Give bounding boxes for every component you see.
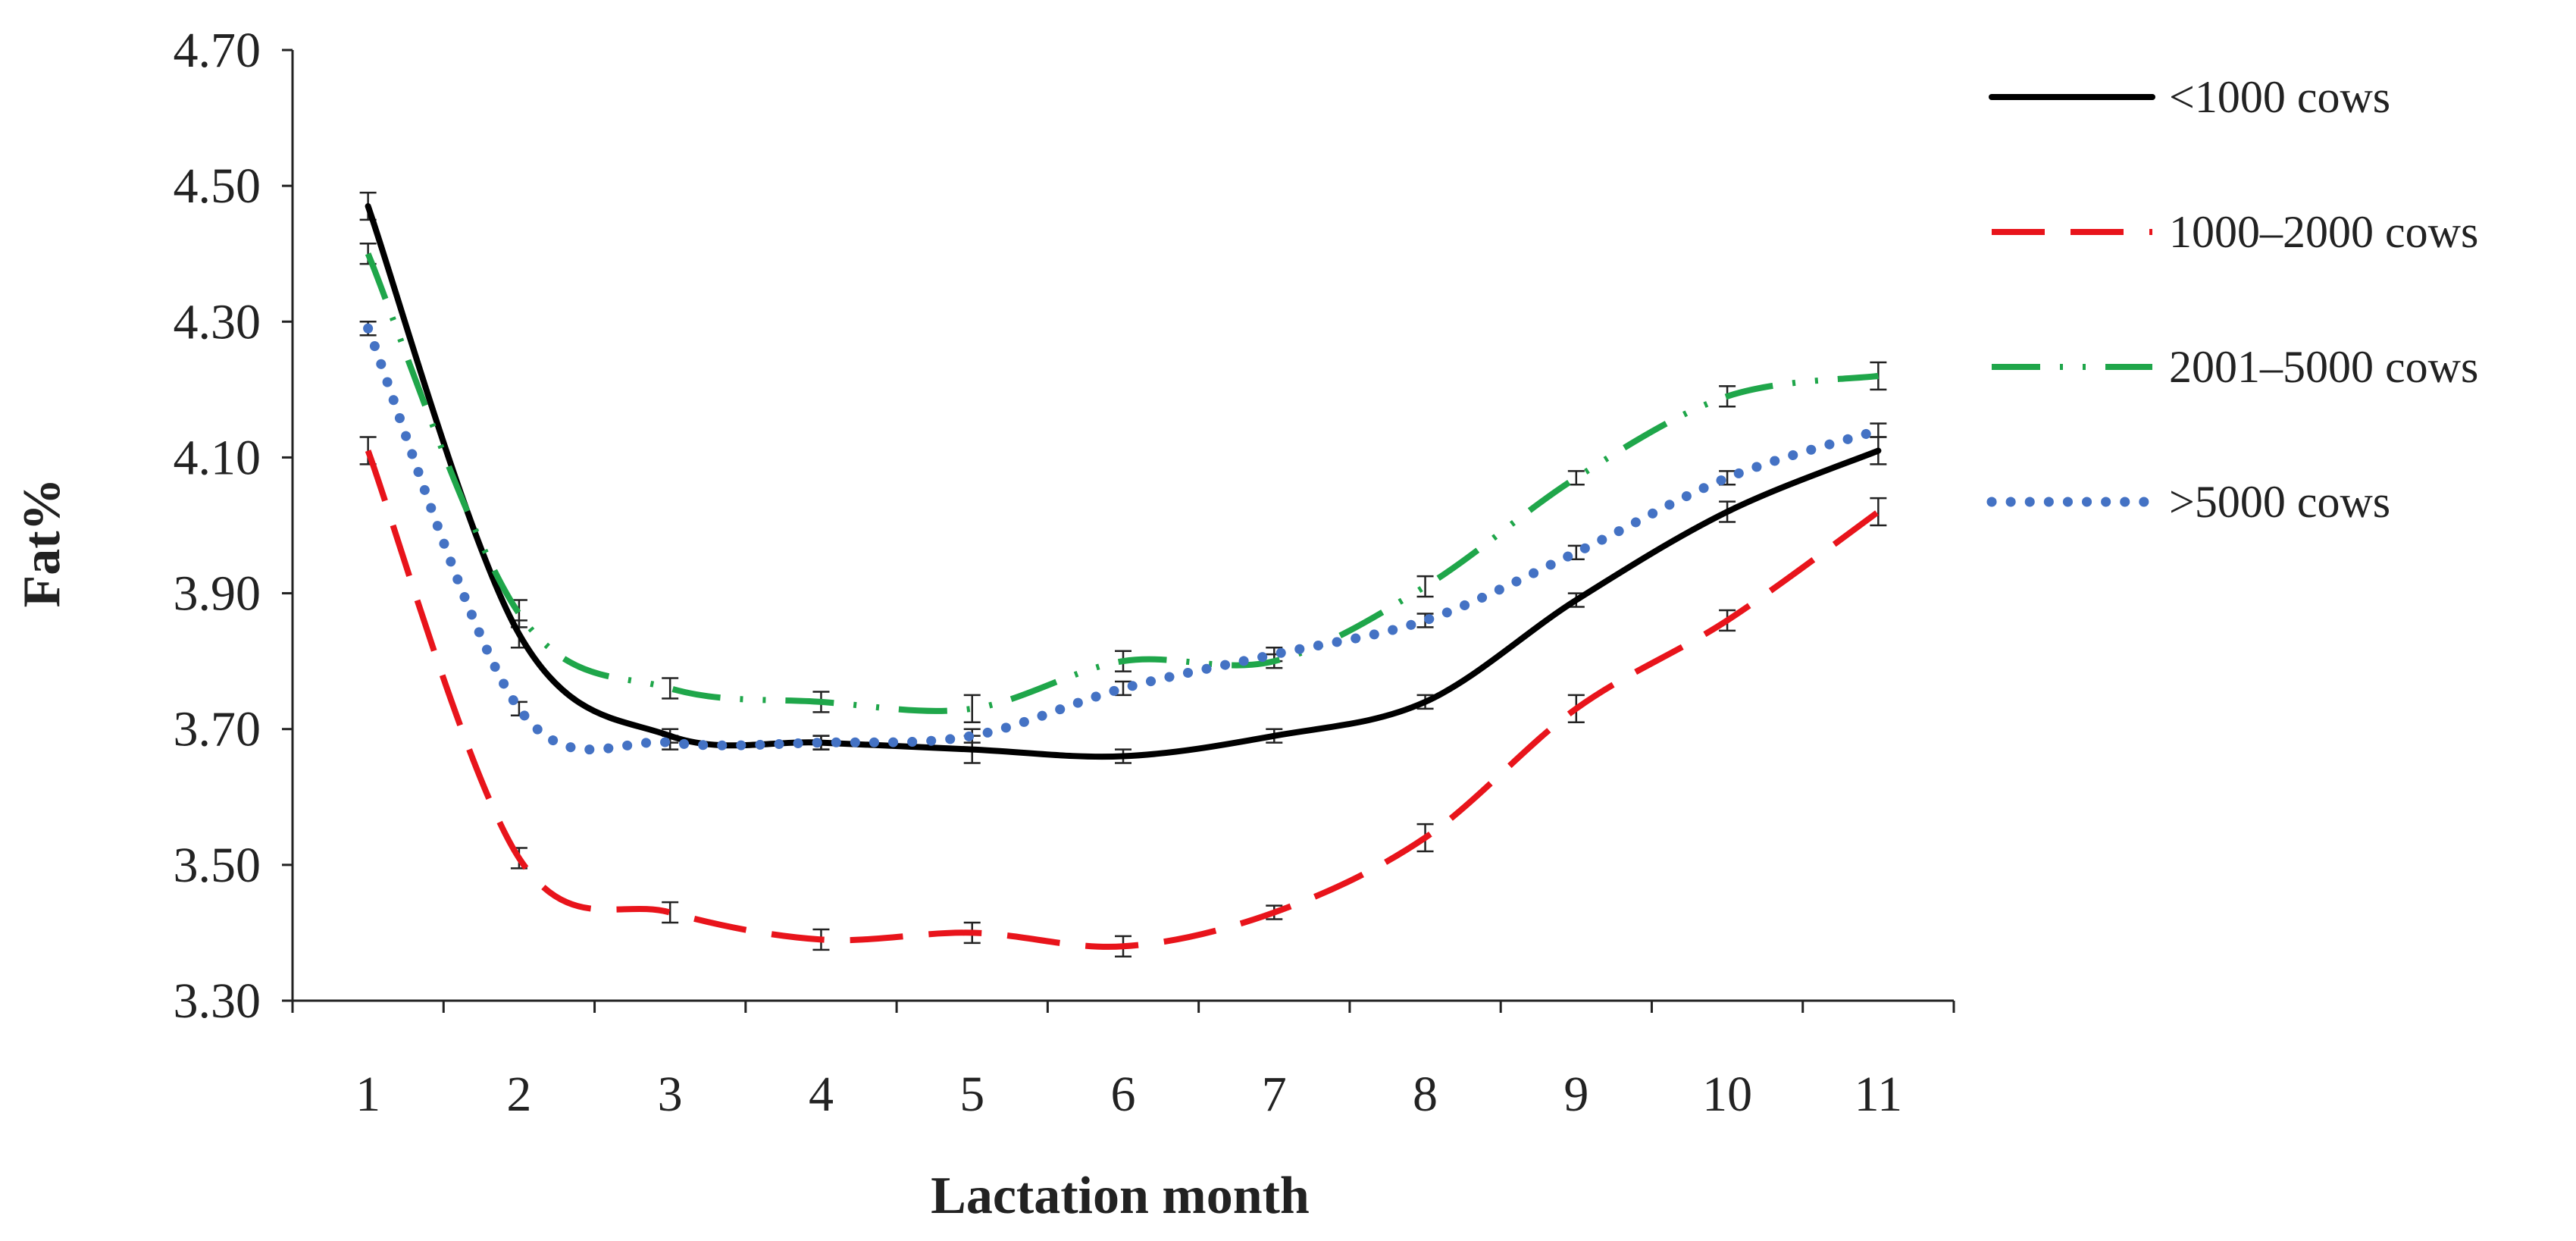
y-axis-title: Fat% xyxy=(13,478,71,607)
x-tick-label: 8 xyxy=(1413,1067,1438,1122)
y-tick-label: 4.30 xyxy=(174,294,261,349)
legend-item-solid: <1000 cows xyxy=(1989,72,2390,122)
series-line-dotted xyxy=(363,323,1883,755)
legend-item-dotted: >5000 cows xyxy=(1986,477,2390,527)
x-tick-label: 2 xyxy=(506,1067,531,1122)
errorbar-dashdot xyxy=(963,694,981,724)
legend-label: <1000 cows xyxy=(2169,72,2390,122)
x-axis-title: Lactation month xyxy=(931,1167,1310,1225)
y-tick-label: 4.50 xyxy=(174,158,261,214)
errorbar-dashed xyxy=(662,901,679,924)
y-tick-label: 4.10 xyxy=(174,430,261,485)
y-tick-label: 4.70 xyxy=(174,23,261,78)
legend-label: 1000–2000 cows xyxy=(2169,207,2478,257)
errorbar-dotted xyxy=(1115,680,1131,697)
x-tick-label: 6 xyxy=(1111,1067,1136,1122)
series-line-dashed xyxy=(365,450,1880,950)
y-tick-label: 3.70 xyxy=(174,702,261,757)
legend-item-dashdot: 2001–5000 cows xyxy=(1992,342,2478,392)
errorbar-dashdot xyxy=(1416,575,1434,598)
x-tick-label: 7 xyxy=(1262,1067,1287,1122)
x-tick-label: 1 xyxy=(355,1067,380,1122)
x-tick-label: 9 xyxy=(1563,1067,1588,1122)
errorbar-dotted xyxy=(1870,422,1887,438)
x-tick-label: 4 xyxy=(809,1067,834,1122)
errorbar-dashdot xyxy=(1567,470,1585,486)
legend-item-dashed: 1000–2000 cows xyxy=(1992,207,2478,257)
errorbar-dashed xyxy=(1870,497,1887,527)
y-tick-label: 3.90 xyxy=(174,566,261,622)
x-tick-label: 5 xyxy=(959,1067,984,1122)
x-tick-label: 3 xyxy=(658,1067,683,1122)
legend-label: >5000 cows xyxy=(2169,477,2390,527)
y-tick-label: 3.50 xyxy=(174,838,261,893)
errorbar-dashdot xyxy=(662,677,679,700)
series-line-solid xyxy=(365,203,1882,760)
legend-label: 2001–5000 cows xyxy=(2169,342,2478,392)
series-line-dashdot xyxy=(365,252,1879,714)
x-tick-label: 10 xyxy=(1702,1067,1752,1122)
y-tick-label: 3.30 xyxy=(174,973,261,1029)
x-tick-label: 11 xyxy=(1855,1067,1903,1122)
